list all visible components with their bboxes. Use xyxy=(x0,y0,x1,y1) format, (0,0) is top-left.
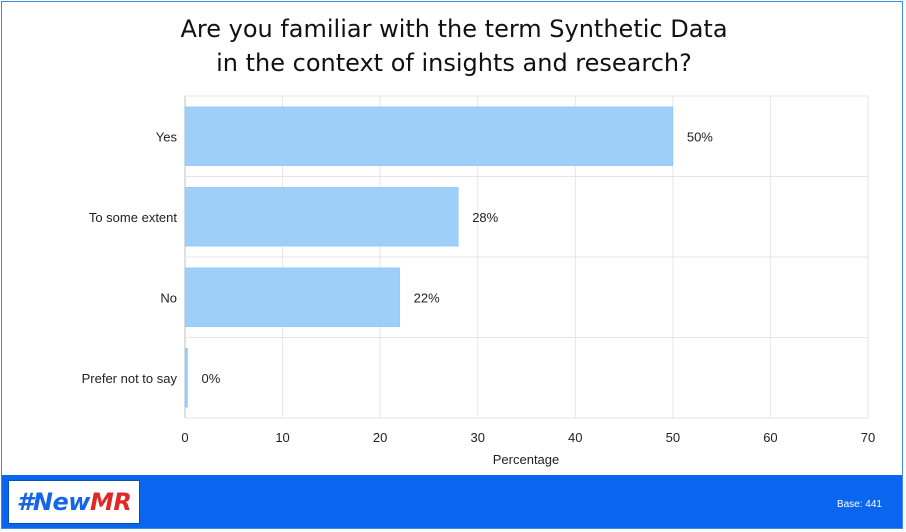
chart-title-line-2: in the context of insights and research? xyxy=(216,49,692,77)
bar-yes xyxy=(184,106,674,166)
x-tick-label: 40 xyxy=(568,430,582,445)
chart-title-line-1: Are you familiar with the term Synthetic… xyxy=(180,15,728,43)
category-label: To some extent xyxy=(89,210,178,225)
category-label: Prefer not to say xyxy=(82,371,178,386)
base-count: Base: 441 xyxy=(836,499,882,510)
logo-new: New xyxy=(32,488,91,516)
bar-prefer-not-to-say xyxy=(184,348,188,408)
newmr-logo: # New MR xyxy=(8,480,140,524)
category-label: No xyxy=(160,290,177,305)
x-axis-label: Percentage xyxy=(493,452,560,467)
value-label: 28% xyxy=(472,210,498,225)
label-layer: 0 10 20 30 40 50 60 70 Yes 50% To some extent 28% No… xyxy=(82,129,876,445)
value-label: 0% xyxy=(202,371,221,386)
logo-hash: # xyxy=(16,488,34,516)
bar-no xyxy=(184,267,400,327)
chart-title: Are you familiar with the term Synthetic… xyxy=(2,12,902,80)
x-tick-label: 70 xyxy=(861,430,875,445)
bar-to-some-extent xyxy=(184,187,459,247)
x-tick-label: 60 xyxy=(763,430,777,445)
x-tick-label: 20 xyxy=(373,430,387,445)
value-label: 22% xyxy=(414,290,440,305)
category-label: Yes xyxy=(156,129,178,144)
footer-bar: # New MR Base: 441 xyxy=(2,475,902,528)
x-tick-label: 30 xyxy=(470,430,484,445)
logo-mr: MR xyxy=(89,488,132,516)
bar-chart: 0 10 20 30 40 50 60 70 Yes 50% To some extent 28% No… xyxy=(82,95,876,467)
bar-layer xyxy=(184,106,674,408)
x-tick-label: 10 xyxy=(275,430,289,445)
value-label: 50% xyxy=(687,129,713,144)
x-tick-label: 50 xyxy=(666,430,680,445)
x-tick-label: 0 xyxy=(181,430,188,445)
